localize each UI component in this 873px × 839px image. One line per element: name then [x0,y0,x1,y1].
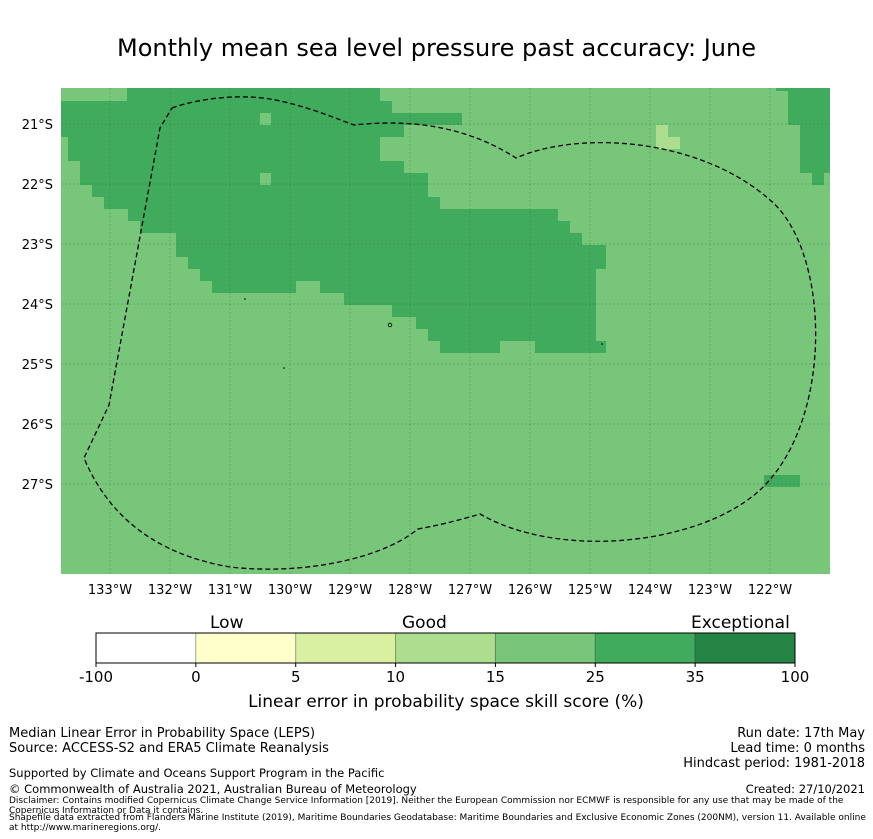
colorbar-swatch [594,632,696,664]
longitude-labels: 133°W 132°W 131°W 130°W 129°W 128°W 127°W 126°W… [88,583,792,598]
footer-hindcast: Hindcast period: 1981-2018 [683,756,865,771]
colorbar-swatch [694,632,796,664]
footer-lead-time: Lead time: 0 months [730,741,865,756]
graticule [61,88,830,574]
high-skill-patch-east [776,88,788,91]
skill-score-map: 21°S22°S23°S24°S25°S26°S27°S 133°W 132°W 1… [22,88,830,598]
colorbar-label: Linear error in probability space skill … [248,692,644,712]
lat-label: 26°S [22,418,53,433]
lat-label: 24°S [22,298,53,313]
lat-label: 21°S [22,118,53,133]
island [244,298,246,300]
footer-created: Created: 27/10/2021 [745,782,865,796]
colorbar-tick-label: -100 [79,668,113,686]
colorbar-frame [95,632,796,664]
lon-label: 126°W [508,583,552,598]
lon-label: 124°W [628,583,672,598]
lat-label: 23°S [22,238,53,253]
high-skill-patch [392,113,462,125]
colorbar-tick-label: 0 [191,668,201,686]
lon-label: 128°W [388,583,432,598]
lon-label: 132°W [148,583,192,598]
category-label-good: Good [402,613,447,633]
footer-source: Source: ACCESS-S2 and ERA5 Climate Reana… [9,741,329,756]
island [387,322,393,328]
colorbar-swatch [395,632,496,664]
footer-disclaimer: Disclaimer: Contains modified Copernicus… [9,796,844,816]
lon-label: 123°W [688,583,732,598]
lon-label: 122°W [748,583,792,598]
category-label-low: Low [210,613,244,633]
colorbar-tick-label: 35 [686,668,705,686]
colorbar-tick-label: 10 [386,668,405,686]
lon-label: 130°W [268,583,312,598]
high-skill-region-east [788,88,830,185]
category-label-exceptional: Exceptional [691,613,790,633]
island [283,367,285,369]
lon-label: 129°W [328,583,372,598]
latitude-labels: 21°S 22°S 23°S 24°S 25°S 26°S 27°S [22,118,53,493]
map-title: Monthly mean sea level pressure past acc… [116,34,756,62]
lat-label: 25°S [22,358,53,373]
colorbar-swatch [195,632,297,664]
colorbar-swatch [95,632,197,664]
footer-shapefile: Shapefile data extracted from Flanders M… [9,813,866,833]
colorbar-tick-label: 25 [586,668,605,686]
colorbar-swatch [295,632,397,664]
island [601,343,603,345]
low-skill-spot [656,125,680,149]
colorbar-swatch [494,632,596,664]
footer-copyright: © Commonwealth of Australia 2021, Austra… [9,782,417,796]
lon-label: 131°W [208,583,252,598]
skill-gap [260,113,271,125]
skill-gap [260,173,271,185]
colorbar-tick-label: 15 [486,668,505,686]
lon-label: 125°W [568,583,612,598]
lat-label: 27°S [22,478,53,493]
footer-support: Supported by Climate and Oceans Support … [9,766,385,780]
footer-run-date: Run date: 17th May [737,726,865,741]
lon-label: 133°W [88,583,132,598]
lat-label: 22°S [22,178,53,193]
eez-boundary [83,96,817,570]
footer-leps: Median Linear Error in Probability Space… [9,726,316,741]
colorbar-tick-label: 5 [291,668,301,686]
colorbar-tick-label: 100 [781,668,810,686]
high-skill-region [61,88,606,353]
high-skill-patch-south [764,475,800,487]
lon-label: 127°W [448,583,492,598]
